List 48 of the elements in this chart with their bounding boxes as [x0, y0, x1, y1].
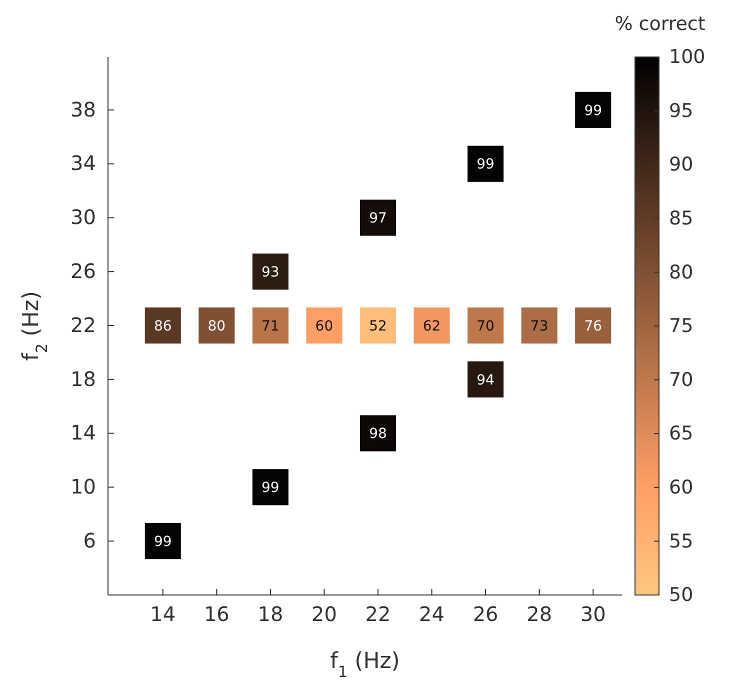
data-label: 93 — [262, 264, 280, 281]
x-tick-label: 30 — [580, 602, 606, 626]
x-tick-label: 16 — [204, 602, 230, 626]
y-tick-label: 18 — [70, 366, 96, 391]
x-tick-label: 14 — [150, 602, 176, 626]
color-bar-title: % correct — [614, 13, 706, 35]
data-label: 73 — [530, 318, 548, 334]
data-label: 99 — [476, 156, 494, 173]
data-label: 80 — [208, 318, 226, 334]
data-label: 99 — [584, 102, 602, 119]
x-tick-label: 24 — [419, 602, 445, 626]
y-tick-label: 38 — [70, 97, 96, 122]
data-label: 97 — [369, 210, 387, 227]
data-label: 60 — [315, 318, 334, 334]
x-tick-label: 26 — [472, 602, 498, 626]
data-label: 70 — [476, 318, 494, 334]
y-tick-label: 30 — [70, 205, 96, 230]
y-tick-label: 26 — [70, 259, 96, 284]
y-tick-label: 14 — [70, 420, 96, 445]
data-label: 99 — [154, 534, 172, 550]
x-tick-label: 18 — [258, 602, 284, 626]
color-bar-label: 65 — [669, 422, 694, 445]
color-bar-label: 95 — [669, 100, 694, 122]
x-axis-title: f$_{1}$ (Hz) — [330, 649, 400, 681]
color-bar-label: 55 — [669, 530, 694, 552]
x-tick-label: 20 — [311, 602, 337, 626]
color-bar-label: 75 — [669, 315, 694, 338]
data-label: 98 — [369, 426, 387, 442]
data-label: 71 — [262, 318, 280, 334]
color-bar-label: 70 — [669, 368, 694, 391]
color-bar-label: 60 — [669, 476, 694, 498]
color-bar-label: 85 — [669, 207, 694, 230]
data-label: 76 — [584, 318, 602, 334]
y-tick-label: 34 — [70, 151, 96, 176]
data-label: 86 — [154, 318, 172, 334]
data-label: 52 — [369, 318, 387, 334]
y-tick-label: 10 — [70, 474, 96, 499]
y-tick-label: 6 — [83, 528, 96, 552]
data-label: 99 — [262, 480, 280, 496]
color-bar-label: 80 — [669, 261, 694, 284]
color-bar-label: 50 — [669, 584, 694, 606]
y-tick-label: 22 — [70, 312, 96, 337]
color-bar-label: 100 — [669, 46, 706, 68]
data-label: 94 — [476, 372, 495, 388]
x-tick-label: 28 — [526, 602, 552, 626]
data-label: 62 — [422, 318, 441, 334]
color-bar-label: 90 — [669, 154, 694, 176]
x-tick-label: 22 — [365, 602, 391, 626]
